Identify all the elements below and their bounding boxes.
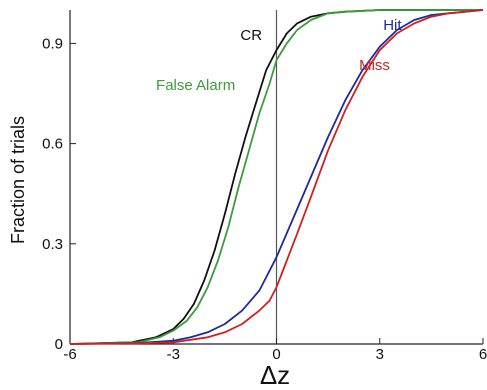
plot-area: -6 -3 0 3 6 0 0.3 0.6 0.9	[42, 10, 487, 363]
series-line-false-alarm	[69, 9, 483, 345]
series-line-cr	[69, 9, 483, 345]
y-tick-label: 0.6	[42, 136, 63, 153]
x-tick-label: 3	[376, 346, 384, 363]
x-tick-label: -3	[167, 346, 180, 363]
x-tick-label: 0	[272, 346, 280, 363]
y-tick-label: 0.9	[42, 35, 63, 52]
series-label-miss: Miss	[359, 57, 390, 74]
y-tick-label: 0.3	[42, 236, 63, 253]
x-tick-label: 6	[479, 346, 487, 363]
series-label-false-alarm: False Alarm	[156, 77, 235, 94]
x-axis-title: Δz	[260, 360, 290, 390]
x-tick-label: -6	[63, 346, 76, 363]
y-tick-label: 0	[55, 336, 63, 353]
series-line-hit	[69, 9, 484, 345]
series-line-miss	[69, 9, 484, 345]
series-label-hit: Hit	[383, 17, 402, 34]
series-label-cr: CR	[240, 27, 262, 44]
labels-layer: CR False Alarm Hit Miss	[156, 17, 402, 94]
y-axis-title: Fraction of trials	[8, 116, 28, 244]
series-layer	[69, 9, 484, 345]
